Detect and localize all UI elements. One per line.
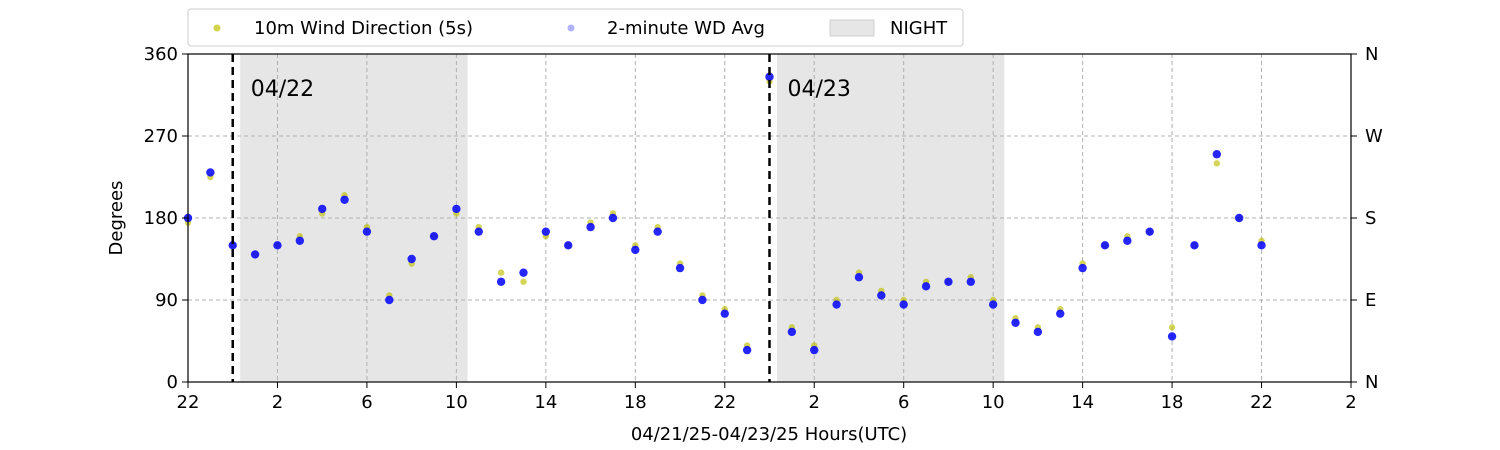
y2-axis-ticks: N E S W N	[1351, 44, 1383, 393]
day-label-0: 04/22	[251, 77, 314, 102]
data-point	[1011, 318, 1020, 327]
data-point	[1078, 263, 1087, 273]
data-point	[496, 277, 506, 286]
data-point	[787, 327, 797, 337]
y-tick-label: 270	[144, 126, 178, 147]
x-tick-label: 2	[809, 392, 820, 413]
data-point	[407, 254, 416, 264]
data-point	[921, 282, 931, 291]
legend: 10m Wind Direction (5s) 2-minute WD Avg …	[187, 8, 964, 47]
data-point	[832, 300, 841, 309]
data-point	[1168, 324, 1176, 331]
data-point	[1033, 327, 1043, 337]
x-tick-label: 6	[898, 392, 909, 413]
x-tick-label: 18	[1161, 392, 1184, 413]
x-tick-label: 22	[177, 392, 200, 413]
x-tick-label: 2	[272, 392, 283, 413]
data-point	[429, 232, 439, 241]
data-point	[1167, 332, 1177, 341]
legend-box	[187, 8, 964, 47]
data-point	[362, 227, 372, 236]
y2-tick-label: N	[1365, 44, 1378, 65]
data-point	[742, 345, 752, 355]
data-point	[698, 295, 707, 305]
data-point	[765, 72, 774, 81]
x-tick-label: 10	[982, 392, 1005, 413]
data-point	[452, 204, 461, 214]
day-label-1: 04/23	[788, 77, 851, 102]
legend-marker-2min	[567, 24, 575, 32]
data-point	[1212, 150, 1222, 159]
x-axis-label: 04/21/25-04/23/25 Hours(UTC)	[631, 424, 907, 445]
data-point	[653, 227, 662, 236]
x-tick-label: 2	[1345, 392, 1356, 413]
data-point	[586, 222, 595, 232]
data-point	[1234, 213, 1244, 223]
data-point	[988, 300, 998, 309]
data-point	[720, 309, 729, 318]
data-point	[541, 227, 551, 236]
x-tick-label: 18	[624, 392, 647, 413]
data-point	[295, 236, 305, 245]
data-point	[966, 277, 975, 286]
y2-tick-label: S	[1365, 208, 1376, 229]
data-point	[1190, 241, 1199, 250]
y-tick-label: 180	[144, 208, 178, 229]
x-tick-label: 14	[1071, 392, 1094, 413]
data-point	[385, 295, 394, 305]
legend-label-5s: 10m Wind Direction (5s)	[254, 18, 473, 39]
data-point	[1123, 236, 1132, 245]
data-point	[519, 268, 528, 277]
data-point	[1100, 241, 1110, 250]
data-point	[250, 250, 260, 259]
series-2min-points	[183, 72, 1266, 355]
x-tick-label: 22	[1250, 392, 1273, 413]
y-tick-label: 0	[167, 372, 178, 393]
data-point	[474, 227, 483, 236]
data-point	[899, 300, 908, 309]
data-point	[1257, 241, 1266, 250]
y2-tick-label: W	[1365, 126, 1383, 147]
data-point	[1213, 160, 1221, 167]
data-point	[340, 195, 349, 204]
data-point	[497, 269, 505, 276]
legend-marker-5s	[213, 24, 221, 32]
data-point	[1145, 227, 1154, 236]
data-point	[206, 168, 215, 177]
midnight-lines	[231, 54, 771, 382]
x-axis-ticks: 22 2 6 10 14 18 22 2 6 10 14 18 22 2	[177, 382, 1357, 413]
y2-tick-label: N	[1365, 372, 1378, 393]
data-point	[944, 277, 953, 286]
x-tick-label: 14	[534, 392, 557, 413]
data-point	[564, 241, 573, 250]
y-axis-ticks: 0 90 180 270 360	[144, 44, 188, 393]
x-tick-label: 10	[445, 392, 468, 413]
y-tick-label: 90	[155, 290, 178, 311]
data-point	[854, 273, 864, 282]
legend-label-night: NIGHT	[890, 18, 948, 39]
data-point	[631, 245, 640, 255]
data-point	[228, 241, 237, 250]
data-point	[317, 204, 327, 214]
data-point	[520, 278, 527, 285]
data-point	[877, 291, 886, 300]
y-axis-label: Degrees	[106, 181, 127, 256]
legend-label-2min: 2-minute WD Avg	[607, 18, 765, 39]
y-tick-label: 360	[144, 44, 178, 65]
x-tick-label: 6	[361, 392, 372, 413]
x-tick-label: 22	[713, 392, 736, 413]
legend-marker-night	[829, 19, 875, 37]
data-point	[810, 345, 819, 355]
day-labels: 04/22 04/23	[251, 77, 851, 102]
data-point	[1056, 309, 1065, 318]
data-point	[608, 213, 618, 223]
y2-tick-label: E	[1365, 290, 1376, 311]
data-point	[675, 263, 685, 273]
data-point	[273, 241, 282, 250]
